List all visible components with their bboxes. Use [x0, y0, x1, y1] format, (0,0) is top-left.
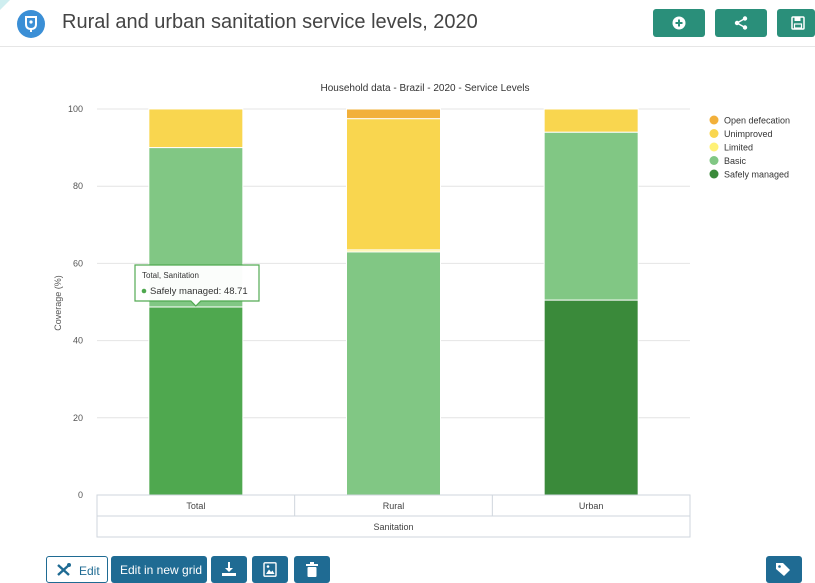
save-button[interactable] — [777, 9, 815, 37]
y-tick-label: 20 — [73, 413, 83, 423]
edit-in-new-grid-button[interactable]: Edit in new grid — [111, 556, 207, 583]
add-button[interactable] — [653, 9, 705, 37]
bar-segment — [346, 108, 441, 120]
bars — [148, 108, 639, 496]
bar-segment — [543, 108, 639, 133]
legend-label: Safely managed — [724, 170, 789, 180]
legend: Open defecation Unimproved Limited Basic Saf… — [709, 115, 790, 180]
download-button[interactable] — [211, 556, 247, 583]
tooltip-heading: Total, Sanitation — [142, 271, 199, 280]
group-row — [96, 515, 691, 538]
y-tick-label: 100 — [68, 104, 83, 114]
share-icon — [734, 16, 748, 30]
trash-icon — [306, 562, 318, 577]
bottom-toolbar: Edit Edit in new grid — [0, 548, 815, 583]
image-icon — [263, 562, 277, 577]
edit-in-new-grid-label: Edit in new grid — [120, 563, 203, 577]
x-axis: Total Rural Urban Sanitation — [96, 494, 691, 538]
group-label: Sanitation — [373, 522, 413, 532]
edit-button-label: Edit — [79, 564, 100, 578]
share-button[interactable] — [715, 9, 767, 37]
legend-swatch — [709, 115, 719, 125]
legend-swatch — [709, 156, 719, 165]
bar-segment — [543, 131, 639, 301]
y-tick-label: 0 — [78, 490, 83, 500]
save-icon — [791, 16, 805, 30]
plus-circle-icon — [672, 16, 686, 30]
tag-icon — [776, 563, 790, 576]
bar-segment — [346, 118, 441, 251]
tooltip: Total, Sanitation Safely managed: 48.71 — [134, 264, 260, 307]
y-axis-label: Coverage (%) — [53, 275, 63, 331]
legend-label: Limited — [724, 143, 753, 153]
tools-icon — [57, 563, 71, 576]
chart-container: Household data - Brazil - 2020 - Service… — [0, 70, 815, 550]
y-tick-label: 40 — [73, 336, 83, 346]
legend-swatch — [709, 129, 719, 138]
tooltip-value: Safely managed: 48.71 — [150, 286, 248, 297]
bar-segment — [543, 299, 639, 496]
y-tick-label: 60 — [73, 258, 83, 268]
tooltip-marker — [141, 288, 147, 294]
bar-segment — [148, 108, 244, 149]
tags-button[interactable] — [766, 556, 802, 583]
bar-segment — [148, 306, 244, 496]
download-icon — [222, 562, 236, 576]
corner-decoration — [0, 0, 10, 10]
stacked-bar-chart: Household data - Brazil - 2020 - Service… — [53, 83, 790, 538]
legend-swatch — [709, 169, 719, 179]
edit-button[interactable]: Edit — [46, 556, 108, 583]
x-tick-label: Rural — [383, 501, 405, 511]
tooltip-box — [134, 264, 260, 307]
x-tick-label: Urban — [579, 501, 604, 511]
legend-label: Open defecation — [724, 116, 790, 126]
bar-segment — [346, 251, 441, 496]
legend-label: Unimproved — [724, 129, 773, 139]
y-tick-label: 80 — [73, 181, 83, 191]
export-image-button[interactable] — [252, 556, 288, 583]
y-axis-ticks: 0 20 40 60 80 100 — [68, 104, 83, 500]
legend-swatch — [709, 142, 719, 152]
delete-button[interactable] — [294, 556, 330, 583]
page-title: Rural and urban sanitation service level… — [62, 11, 478, 33]
app-logo-icon — [17, 10, 45, 38]
x-tick-label: Total — [186, 501, 205, 511]
page-header: Rural and urban sanitation service level… — [0, 0, 815, 47]
legend-label: Basic — [724, 156, 747, 166]
chart-title: Household data - Brazil - 2020 - Service… — [321, 83, 530, 94]
